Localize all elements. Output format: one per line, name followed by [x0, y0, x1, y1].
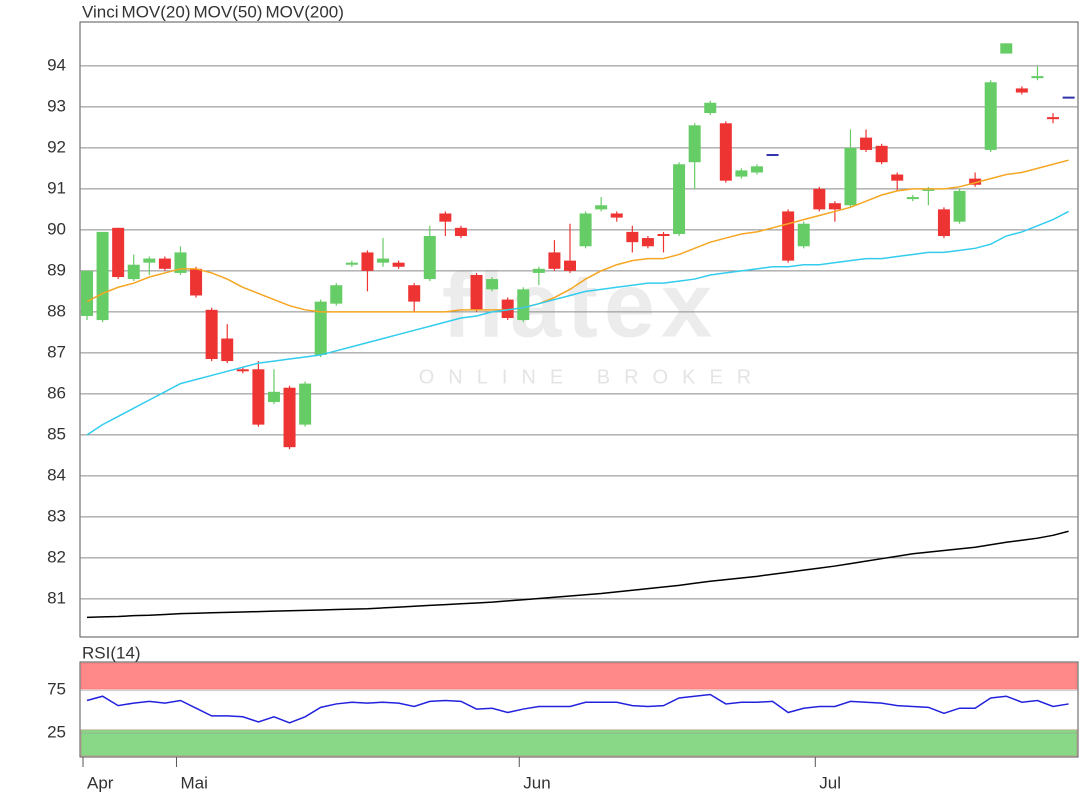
moving-average-line [86, 159, 1069, 313]
y-tick-label: 81 [47, 588, 66, 607]
candle-body [205, 309, 218, 360]
candle-body [283, 387, 296, 448]
y-tick-label: 83 [47, 506, 66, 525]
x-tick-label: Apr [87, 773, 114, 792]
candle-body [470, 274, 483, 310]
candle-body [735, 170, 748, 177]
candle-body [641, 238, 654, 247]
candle-body [96, 231, 109, 321]
legend-entry: MOV(20) [122, 2, 191, 21]
candle-body [564, 260, 577, 271]
candle-body [844, 147, 857, 206]
candle-body [454, 227, 467, 237]
candle-body [797, 223, 810, 247]
candle-body [782, 211, 795, 261]
y-tick-label: 91 [47, 178, 66, 197]
candle-body [517, 289, 530, 321]
candle-body [626, 231, 639, 243]
y-tick-label: 86 [47, 383, 66, 402]
moving-average-line [86, 530, 1069, 619]
candle-body [190, 268, 203, 296]
candle-body [579, 213, 592, 247]
candle-body [937, 209, 950, 237]
watermark: flatex [442, 254, 718, 356]
candle-body [158, 258, 171, 269]
candle-body [345, 262, 358, 265]
y-tick-label: 87 [47, 342, 66, 361]
candle-body [314, 301, 327, 355]
candle-body [984, 82, 997, 150]
candle-body [766, 154, 779, 157]
threshold-band [80, 729, 1078, 757]
candle-body [532, 268, 545, 273]
candle-body [828, 203, 841, 210]
candle-body [673, 164, 686, 234]
candle-body [174, 252, 187, 273]
candle-body [267, 391, 280, 403]
candle-body [719, 123, 732, 181]
candle-body [252, 369, 265, 425]
y-tick-label: 82 [47, 547, 66, 566]
candle-body [1015, 88, 1028, 93]
candle-body [392, 262, 405, 267]
watermark: ONLINE BROKER [419, 366, 765, 388]
candle-body [922, 188, 935, 191]
x-tick-label: Mai [180, 773, 207, 792]
candle-body [595, 205, 608, 210]
x-tick-label: Jul [819, 773, 841, 792]
candle-body [112, 227, 125, 278]
candle-body [143, 258, 156, 263]
candle-body [704, 102, 717, 114]
y-tick-label: 90 [47, 219, 66, 238]
candle-body [439, 213, 452, 222]
candle-body [330, 285, 343, 304]
candle-body [1031, 76, 1044, 79]
candle-body [501, 299, 514, 319]
threshold-band [80, 662, 1078, 690]
candle-body [127, 264, 140, 280]
rsi-line [86, 693, 1069, 724]
legend-entry: Vinci [82, 2, 119, 21]
y-tick-label: 75 [47, 680, 66, 699]
candle-body [1047, 117, 1060, 120]
candle-body [610, 213, 623, 218]
candle-body [548, 252, 561, 269]
candle-body [299, 383, 312, 425]
y-tick-label: 94 [47, 55, 66, 74]
x-tick-label: Jun [523, 773, 550, 792]
candle-body [891, 174, 904, 181]
candle-body [875, 145, 888, 163]
candle-body [953, 190, 966, 222]
legend-entry: MOV(200) [265, 2, 343, 21]
candle-body [750, 166, 763, 173]
candle-body [486, 279, 499, 290]
candle-body [236, 369, 249, 372]
y-tick-label: 85 [47, 424, 66, 443]
legend-entry: MOV(50) [194, 2, 263, 21]
candle-body [408, 285, 421, 302]
y-tick-label: 88 [47, 301, 66, 320]
y-tick-label: 93 [47, 96, 66, 115]
candle-body [80, 270, 93, 316]
y-tick-label: 25 [47, 723, 66, 742]
candle-body [906, 197, 919, 200]
y-tick-label: 92 [47, 137, 66, 156]
candle-body [361, 252, 374, 271]
candle-body [423, 236, 436, 280]
moving-average-line [86, 210, 1069, 436]
candle-body [969, 178, 982, 185]
candle-body [657, 233, 670, 237]
candle-body [1062, 96, 1075, 99]
candle-body [1000, 43, 1013, 54]
candle-body [221, 338, 234, 362]
legend-entry: RSI(14) [82, 643, 141, 662]
candle-body [860, 137, 873, 150]
candle-body [377, 258, 390, 263]
y-tick-label: 84 [47, 465, 66, 484]
candle-body [688, 125, 701, 163]
y-tick-label: 89 [47, 260, 66, 279]
candle-body [813, 188, 826, 210]
plot-area [79, 21, 1079, 638]
